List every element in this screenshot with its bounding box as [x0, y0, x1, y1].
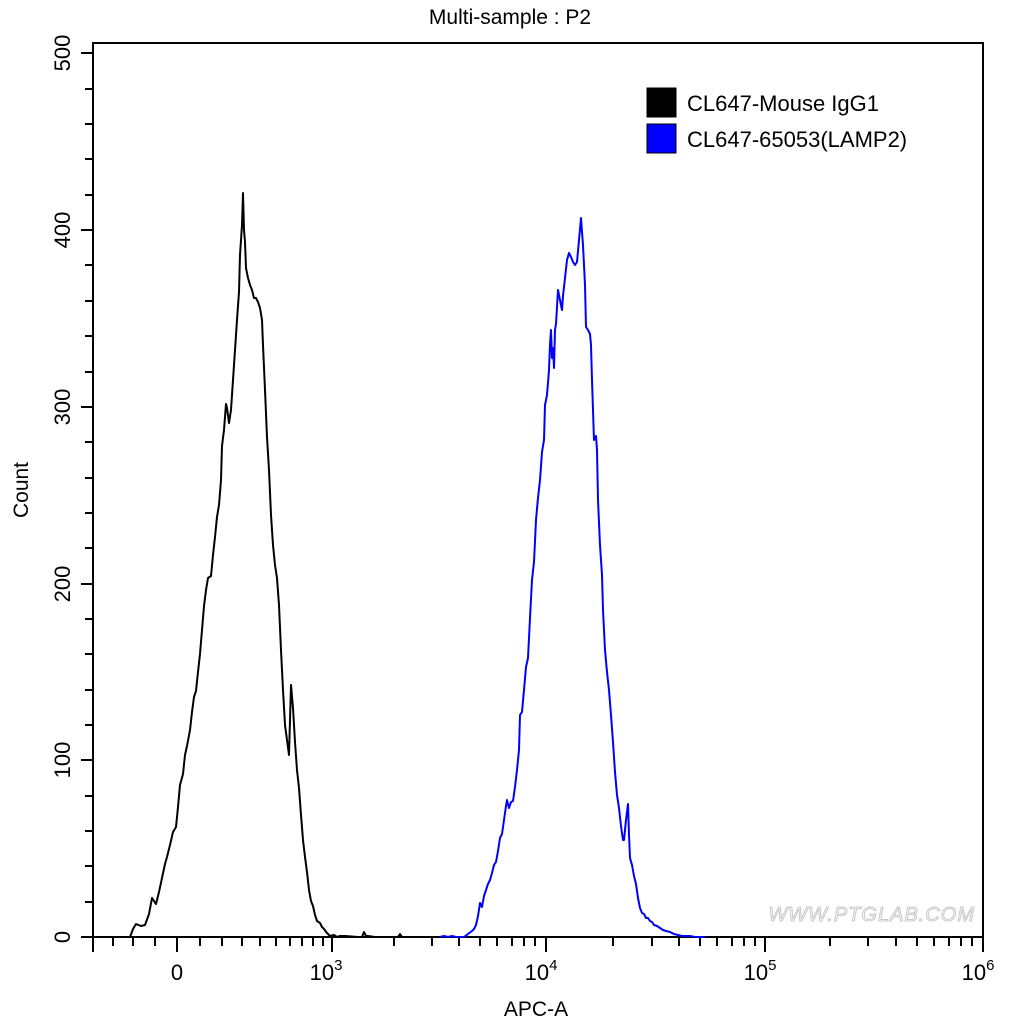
- y-tick-labels: 0 100 200 300 400 500: [50, 35, 75, 943]
- y-axis-ticks: [81, 52, 93, 938]
- y-tick-500: 500: [50, 35, 75, 72]
- y-tick-0: 0: [50, 931, 75, 943]
- plot-frame: [92, 42, 984, 938]
- x-tick-1e6: 106: [962, 957, 995, 985]
- y-tick-200: 200: [50, 566, 75, 603]
- series-lamp2-curve: [439, 217, 705, 938]
- x-axis-label: APC-A: [504, 998, 568, 1021]
- chart-title: Multi-sample : P2: [429, 6, 591, 29]
- series-isotype-curve: [93, 192, 412, 938]
- legend-label: CL647-Mouse IgG1: [687, 91, 879, 116]
- legend-item-lamp2: CL647-65053(LAMP2): [646, 123, 907, 154]
- legend: CL647-Mouse IgG1 CL647-65053(LAMP2): [646, 87, 907, 154]
- x-tick-1e5: 105: [744, 957, 777, 985]
- y-axis-label: Count: [10, 462, 33, 518]
- x-tick-labels: 0 103 104 105 106: [171, 957, 995, 985]
- y-tick-300: 300: [50, 389, 75, 426]
- watermark: WWW.PTGLAB.COM: [768, 904, 975, 926]
- legend-swatch-black: [646, 87, 677, 118]
- x-tick-1e3: 103: [310, 957, 343, 985]
- y-tick-400: 400: [50, 212, 75, 249]
- legend-item-isotype: CL647-Mouse IgG1: [646, 87, 879, 118]
- x-tick-0: 0: [171, 960, 183, 985]
- x-axis-ticks: [92, 937, 984, 952]
- x-tick-1e4: 104: [525, 957, 558, 985]
- y-tick-100: 100: [50, 742, 75, 779]
- legend-label: CL647-65053(LAMP2): [687, 127, 907, 152]
- legend-swatch-blue: [646, 123, 677, 154]
